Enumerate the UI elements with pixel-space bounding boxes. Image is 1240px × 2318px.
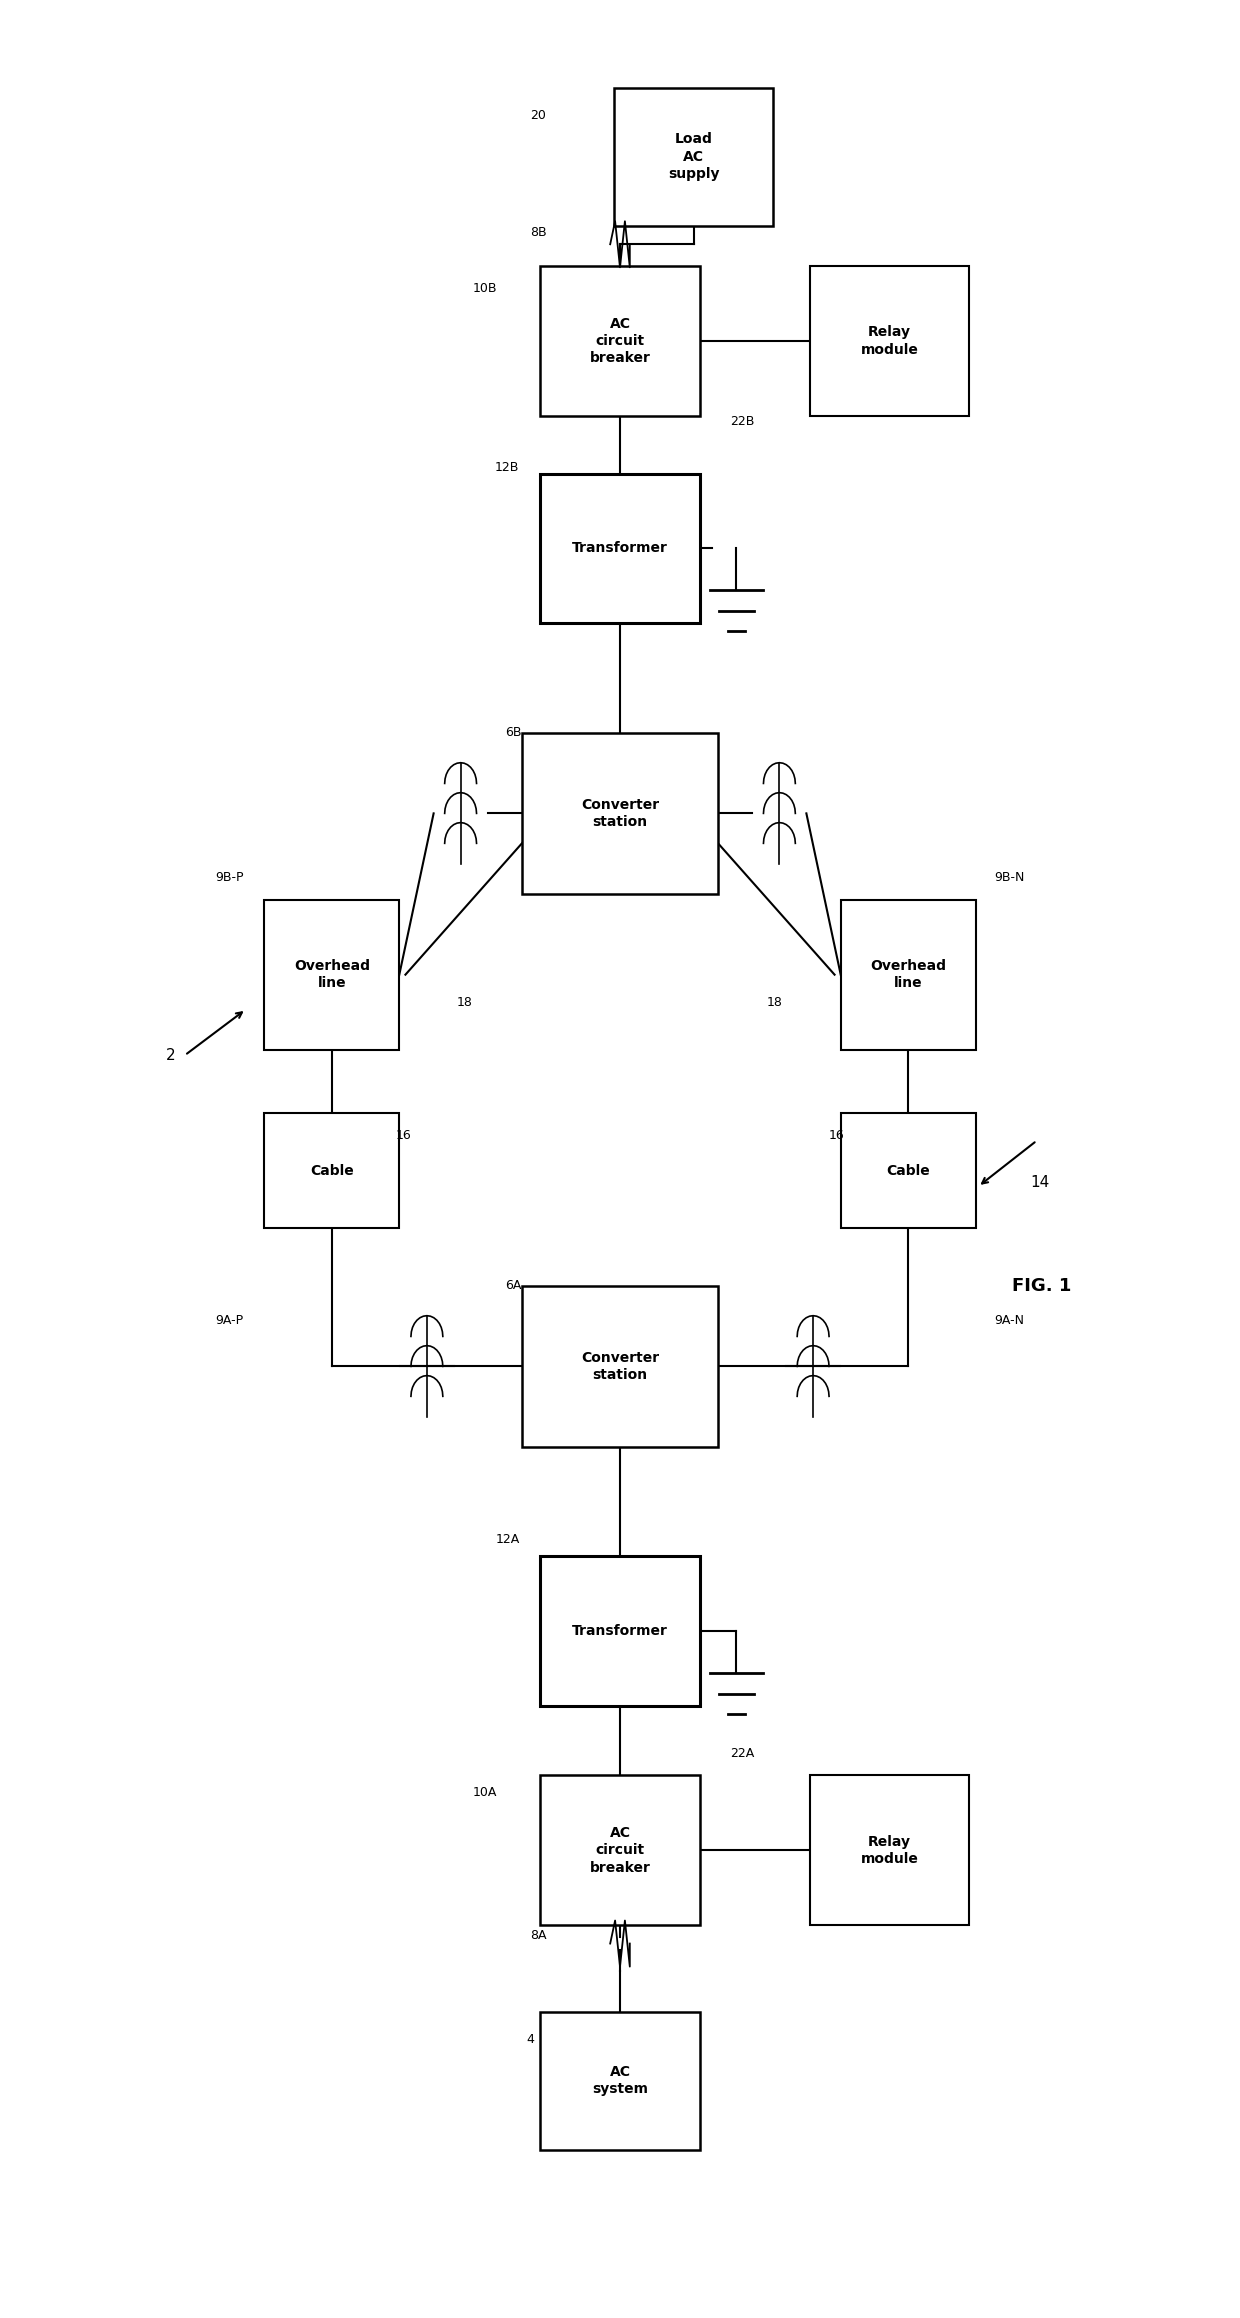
FancyBboxPatch shape [522,732,718,895]
Text: 8B: 8B [529,227,547,239]
Text: Overhead
line: Overhead line [870,960,946,990]
Text: Cable: Cable [310,1164,353,1178]
FancyBboxPatch shape [841,1113,976,1229]
Text: 6B: 6B [506,726,522,739]
Text: Overhead
line: Overhead line [294,960,370,990]
Text: 4: 4 [526,2033,534,2047]
FancyBboxPatch shape [614,88,774,225]
Text: Cable: Cable [887,1164,930,1178]
Text: 9A-P: 9A-P [216,1314,243,1326]
Text: 16: 16 [828,1129,844,1143]
Text: 6A: 6A [506,1280,522,1291]
Text: 14: 14 [1030,1175,1050,1189]
Text: 10B: 10B [472,280,497,294]
Text: 16: 16 [396,1129,412,1143]
Text: Transformer: Transformer [572,1625,668,1639]
Text: Converter
station: Converter station [580,797,660,830]
Text: Relay
module: Relay module [861,1834,919,1866]
Text: 9B-N: 9B-N [994,872,1024,885]
Text: 9A-N: 9A-N [994,1314,1024,1326]
FancyBboxPatch shape [541,1555,699,1706]
Text: Load
AC
supply: Load AC supply [668,132,719,181]
Text: 10A: 10A [472,1787,497,1799]
FancyBboxPatch shape [264,899,399,1050]
FancyBboxPatch shape [541,473,699,624]
FancyBboxPatch shape [841,899,976,1050]
Text: AC
system: AC system [591,2065,649,2095]
Text: AC
circuit
breaker: AC circuit breaker [589,318,651,366]
Text: FIG. 1: FIG. 1 [1012,1277,1071,1296]
FancyBboxPatch shape [541,2012,699,2149]
FancyBboxPatch shape [264,1113,399,1229]
Text: 2: 2 [166,1048,176,1064]
Text: 22B: 22B [730,415,755,429]
Text: 22A: 22A [730,1748,755,1759]
Text: 18: 18 [458,997,472,1008]
FancyBboxPatch shape [541,267,699,415]
Text: AC
circuit
breaker: AC circuit breaker [589,1827,651,1875]
Text: Relay
module: Relay module [861,325,919,357]
FancyBboxPatch shape [810,267,970,415]
Text: 12A: 12A [495,1532,520,1546]
FancyBboxPatch shape [522,1286,718,1446]
Text: 8A: 8A [529,1929,547,1942]
Text: Transformer: Transformer [572,542,668,556]
Text: 9B-P: 9B-P [216,872,244,885]
FancyBboxPatch shape [810,1776,970,1926]
Text: 18: 18 [768,997,782,1008]
Text: 12B: 12B [495,461,520,475]
FancyBboxPatch shape [541,1776,699,1926]
Text: Converter
station: Converter station [580,1351,660,1382]
Text: 20: 20 [531,109,547,123]
